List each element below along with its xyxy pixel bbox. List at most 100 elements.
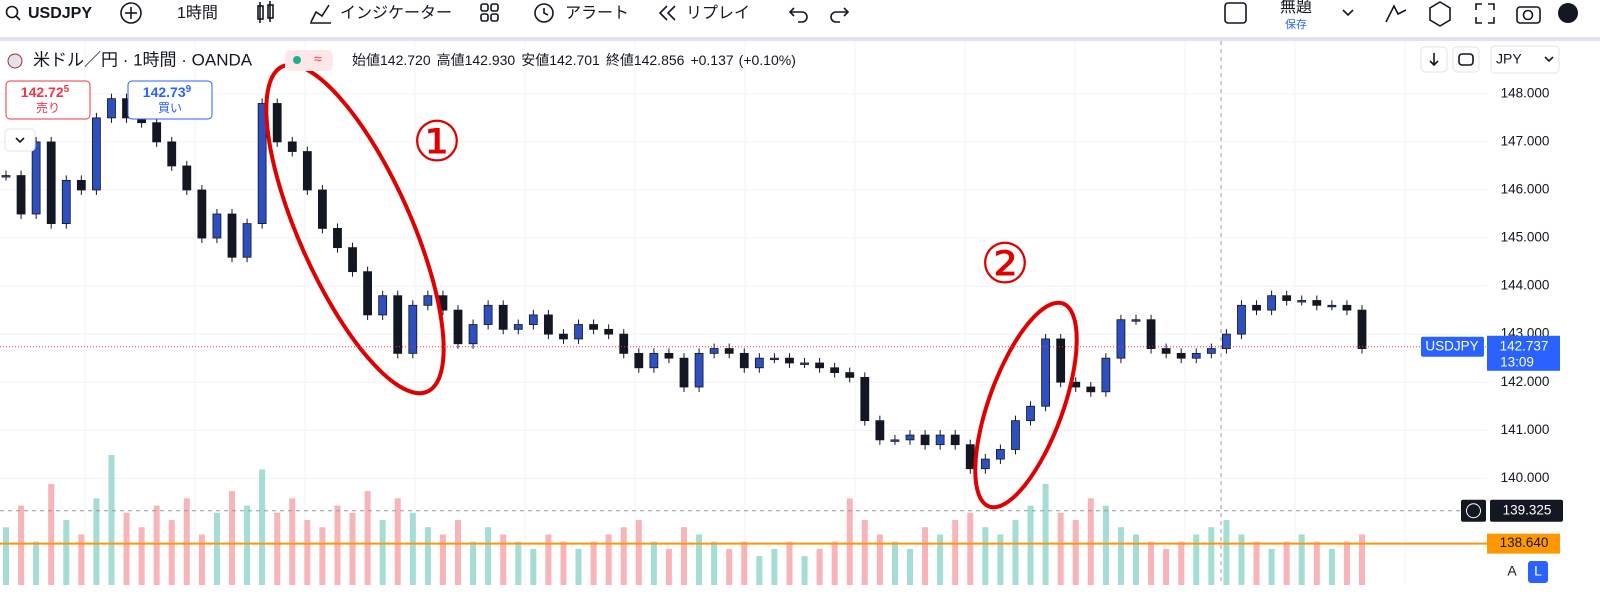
symbol-search[interactable]: USDJPY xyxy=(5,5,93,22)
layout-menu[interactable] xyxy=(1342,9,1354,17)
layout-icon[interactable] xyxy=(1224,2,1247,24)
volume-bar xyxy=(665,548,672,585)
indicators-label[interactable]: インジケーター xyxy=(340,4,452,22)
crosshair-add[interactable] xyxy=(1461,499,1486,522)
badge-label: ≈ xyxy=(314,51,322,67)
market-status xyxy=(293,56,301,64)
volume-bar xyxy=(816,548,823,585)
alert[interactable]: アラート xyxy=(534,3,629,23)
volume-bar xyxy=(530,548,537,585)
alert-label[interactable]: アラート xyxy=(565,5,629,22)
price-symbol-bg xyxy=(1421,336,1484,357)
candle xyxy=(393,295,403,354)
save-label[interactable]: 保存 xyxy=(1285,17,1307,31)
log-scale[interactable]: L xyxy=(1528,561,1548,583)
collapse-button[interactable] xyxy=(4,128,36,152)
scroll-button[interactable] xyxy=(1420,46,1448,73)
candle xyxy=(46,141,56,225)
plot-area xyxy=(0,41,1487,585)
replay-label[interactable]: リプレイ xyxy=(686,4,750,22)
sell-price-small: 5 xyxy=(64,84,70,95)
auto-scale[interactable]: A xyxy=(1502,561,1522,583)
volume-bar xyxy=(1178,541,1185,585)
log-label[interactable]: L xyxy=(1534,563,1542,579)
volume-bar xyxy=(1042,483,1049,585)
volume-bar xyxy=(304,520,311,585)
chart-style[interactable] xyxy=(257,1,274,23)
quick-search[interactable] xyxy=(1385,4,1407,23)
change: +0.137 xyxy=(690,52,733,68)
volume-bar xyxy=(1148,541,1155,585)
currency-select[interactable]: JPY xyxy=(1490,45,1560,74)
volume-bar xyxy=(891,541,898,585)
annotation-label: ② xyxy=(980,232,1030,295)
volume-bar xyxy=(123,512,130,585)
sell-button[interactable]: 142.725 売り xyxy=(5,80,91,120)
candle xyxy=(1041,338,1050,407)
layout-name[interactable]: 無題 xyxy=(1280,0,1312,16)
symbol[interactable]: USDJPY xyxy=(28,5,92,22)
profile[interactable] xyxy=(1558,3,1578,23)
candle xyxy=(1282,295,1292,301)
candle xyxy=(1222,333,1231,349)
layouts[interactable] xyxy=(480,3,499,22)
candle xyxy=(544,314,553,335)
svg-text:142.739: 142.739 xyxy=(143,84,192,100)
volume-bar xyxy=(379,520,386,585)
candle xyxy=(1252,304,1261,311)
settings[interactable] xyxy=(1429,1,1451,27)
candle xyxy=(559,333,568,340)
volume-bar xyxy=(18,505,25,585)
replay[interactable]: リプレイ xyxy=(658,4,750,22)
buy-button[interactable]: 142.739 買い xyxy=(127,80,213,120)
volume-bar xyxy=(198,534,205,585)
candle xyxy=(950,434,960,446)
volume-bar xyxy=(1253,541,1260,585)
add-symbol[interactable] xyxy=(120,2,142,24)
indicators[interactable]: インジケーター xyxy=(310,4,452,24)
volume-bar xyxy=(937,534,944,585)
currency[interactable]: JPY xyxy=(1496,51,1522,67)
volume-bar xyxy=(455,520,461,585)
volume-bar xyxy=(1057,512,1064,585)
reset-button[interactable] xyxy=(1452,46,1480,73)
y-tick-label: 148.000 xyxy=(1501,85,1550,100)
volume-bar xyxy=(108,455,115,585)
volume-bar xyxy=(801,556,808,585)
auto-label[interactable]: A xyxy=(1507,563,1517,579)
candle xyxy=(61,179,71,225)
volume-bar xyxy=(424,527,431,585)
status-badge[interactable] xyxy=(285,50,333,71)
high-label: 高値 xyxy=(437,52,465,68)
price-label-bg xyxy=(1487,335,1560,371)
candle xyxy=(1342,304,1352,311)
candle xyxy=(152,122,162,143)
volume-bar xyxy=(560,541,567,585)
volume-bar xyxy=(168,520,175,585)
candle xyxy=(1161,348,1171,354)
close-value: 142.856 xyxy=(634,52,685,68)
volume-bar xyxy=(1133,534,1139,585)
candle xyxy=(754,357,764,369)
undo[interactable] xyxy=(788,7,808,23)
volume-bar xyxy=(1087,498,1094,585)
volume-bar xyxy=(213,512,220,585)
candle xyxy=(348,247,357,273)
volume-bar xyxy=(1343,541,1350,585)
snapshot[interactable] xyxy=(1516,6,1541,24)
volume-bar xyxy=(756,556,763,585)
volume-bar xyxy=(952,520,959,585)
candle xyxy=(935,434,945,446)
volume-bar xyxy=(997,534,1004,585)
interval[interactable]: 1時間 xyxy=(177,4,218,22)
svg-text:142.725: 142.725 xyxy=(21,84,70,100)
volume-bar xyxy=(93,498,100,585)
volume-bar xyxy=(1027,505,1034,585)
legend-title[interactable]: 米ドル／円 · 1時間 · OANDA xyxy=(33,50,253,69)
volume-bar xyxy=(33,541,40,585)
crosshair-label-bg xyxy=(1490,499,1563,522)
candle xyxy=(1146,319,1156,349)
crosshair-add-icon xyxy=(1466,503,1481,519)
volume-bar xyxy=(846,498,853,585)
fullscreen[interactable] xyxy=(1475,3,1495,24)
